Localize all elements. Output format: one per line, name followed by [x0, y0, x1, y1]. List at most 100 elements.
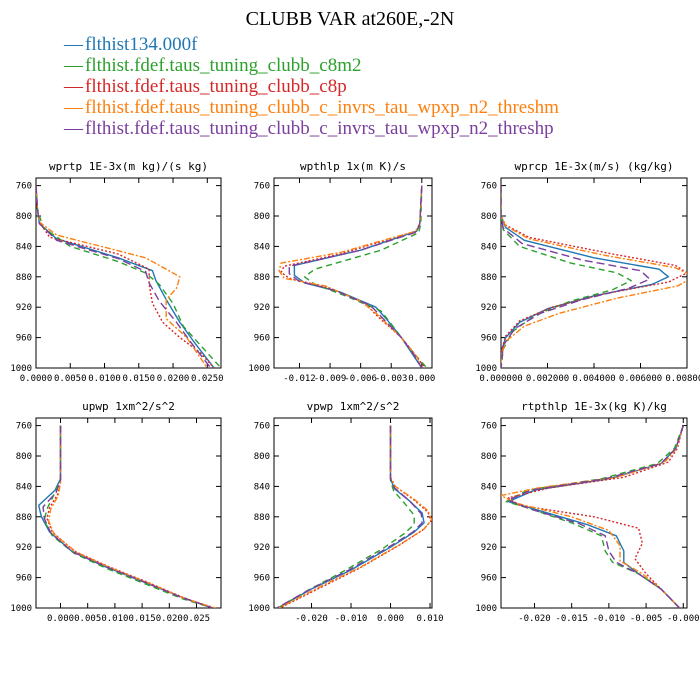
- x-tick-label: 0.010: [416, 614, 443, 624]
- subplot-4: upwp 1xm^2/s^2 760 800 840 880 920 960 1000 0.00…: [10, 400, 222, 624]
- series-line-2: [303, 185, 428, 368]
- x-tick-label: 0.004000: [572, 374, 615, 384]
- legend-label: flthist.fdef.taus_tuning_clubb_c_invrs_t…: [85, 118, 554, 139]
- x-tick-label: 0.0150: [123, 374, 156, 384]
- subplot-5: vpwp 1xm^2/s^2 760 800 840 880 920 960 1000 -0.0…: [248, 400, 443, 624]
- series-line-1: [38, 425, 214, 608]
- series-line-1: [293, 185, 423, 368]
- y-tick-label: 1000: [10, 604, 32, 614]
- legend-entry: — flthist.fdef.taus_tuning_clubb_c_invrs_…: [64, 97, 694, 118]
- y-tick-label: 880: [481, 273, 497, 283]
- legend-label: flthist134.000f: [85, 34, 198, 55]
- x-tick-label: -0.015: [555, 614, 588, 624]
- series-line-4: [36, 185, 208, 368]
- plot-frame: [35, 177, 222, 369]
- subplot-1: wprtp 1E-3x(m kg)/(s kg) 760 800 840 880 920 9…: [10, 160, 223, 384]
- y-tick-label: 960: [16, 334, 32, 344]
- series-line-4: [501, 185, 687, 368]
- y-tick-label: 760: [16, 182, 32, 192]
- x-tick-label: 0.000: [47, 614, 74, 624]
- y-tick-label: 1000: [248, 364, 270, 374]
- y-tick-label: 800: [481, 452, 497, 462]
- subplot-title: vpwp 1xm^2/s^2: [307, 400, 400, 413]
- legend-label: flthist.fdef.taus_tuning_clubb_c8p: [85, 76, 347, 97]
- y-tick-label: 760: [16, 422, 32, 432]
- subplot-title: wprcp 1E-3x(m/s) (kg/kg): [515, 160, 674, 173]
- y-tick-label: 880: [16, 273, 32, 283]
- x-tick-label: -0.006: [344, 374, 377, 384]
- y-tick-label: 960: [481, 574, 497, 584]
- x-tick-label: 0.015: [129, 614, 156, 624]
- y-tick-label: 960: [16, 574, 32, 584]
- y-tick-label: 800: [16, 212, 32, 222]
- legend-label: flthist.fdef.taus_tuning_clubb_c8m2: [85, 55, 362, 76]
- y-tick-label: 840: [481, 482, 497, 492]
- series-line-3: [46, 425, 214, 608]
- y-tick-label: 800: [254, 452, 270, 462]
- x-tick-label: -0.003: [375, 374, 408, 384]
- series-line-4: [278, 425, 432, 608]
- y-tick-label: 760: [481, 182, 497, 192]
- x-tick-label: 0.0200: [157, 374, 190, 384]
- x-tick-label: 0.010: [101, 614, 128, 624]
- series-line-1: [277, 425, 425, 608]
- subplot-2: wpthlp 1x(m K)/s 760 800 840 880 920 960 1000 -0…: [248, 160, 435, 384]
- subplot-6: rtpthlp 1E-3x(kg K)/kg 760 800 840 880 920 960…: [475, 400, 699, 624]
- y-tick-label: 760: [254, 422, 270, 432]
- series-line-2: [501, 185, 632, 368]
- y-tick-label: 800: [254, 212, 270, 222]
- series-line-5: [288, 185, 423, 368]
- y-tick-label: 1000: [248, 604, 270, 614]
- series-line-5: [36, 185, 212, 368]
- series-line-1: [501, 185, 670, 368]
- subplot-title: upwp 1xm^2/s^2: [82, 400, 175, 413]
- y-tick-label: 800: [16, 452, 32, 462]
- subplot-title: rtpthlp 1E-3x(kg K)/kg: [521, 400, 667, 413]
- y-tick-label: 920: [254, 543, 270, 553]
- series-line-3: [36, 185, 215, 368]
- series-line-5: [42, 425, 214, 608]
- subplot-title: wpthlp 1x(m K)/s: [300, 160, 406, 173]
- series-line-3: [279, 425, 432, 608]
- plot-frame: [273, 417, 433, 609]
- x-tick-label: 0.005: [74, 614, 101, 624]
- y-tick-label: 920: [481, 543, 497, 553]
- x-tick-label: -0.005: [630, 614, 663, 624]
- y-tick-label: 920: [16, 543, 32, 553]
- y-tick-label: 920: [481, 303, 497, 313]
- plot-frame: [500, 417, 688, 609]
- y-tick-label: 880: [254, 273, 270, 283]
- series-line-1: [507, 425, 684, 608]
- series-line-4: [501, 425, 684, 608]
- x-tick-label: 0.008000: [665, 374, 700, 384]
- y-tick-label: 960: [481, 334, 497, 344]
- legend-entry: — flthist.fdef.taus_tuning_clubb_c_invrs_…: [64, 118, 694, 139]
- x-tick-label: 0.002000: [526, 374, 569, 384]
- x-tick-label: 0.000000: [479, 374, 522, 384]
- x-tick-label: -0.012: [283, 374, 316, 384]
- y-tick-label: 880: [254, 513, 270, 523]
- series-line-3: [507, 425, 684, 608]
- legend-entry: — flthist.fdef.taus_tuning_clubb_c8p: [64, 76, 694, 97]
- y-tick-label: 840: [16, 482, 32, 492]
- y-tick-label: 760: [254, 182, 270, 192]
- x-tick-label: -0.010: [335, 614, 368, 624]
- y-tick-label: 1000: [10, 364, 32, 374]
- series-line-4: [47, 425, 216, 608]
- x-tick-label: 0.0100: [88, 374, 121, 384]
- y-tick-label: 840: [254, 482, 270, 492]
- y-tick-label: 880: [481, 513, 497, 523]
- legend-entry: — flthist.fdef.taus_tuning_clubb_c8m2: [64, 55, 694, 76]
- y-tick-label: 1000: [475, 364, 497, 374]
- y-tick-label: 840: [481, 242, 497, 252]
- series-line-2: [277, 425, 415, 608]
- y-tick-label: 920: [254, 303, 270, 313]
- figure-title: CLUBB VAR at260E,-2N: [245, 8, 455, 30]
- subplot-title: wprtp 1E-3x(m kg)/(s kg): [49, 160, 208, 173]
- subplot-3: wprcp 1E-3x(m/s) (kg/kg) 760 800 840 880 920 9…: [475, 160, 700, 384]
- y-tick-label: 760: [481, 422, 497, 432]
- y-tick-label: 880: [16, 513, 32, 523]
- plot-frame: [273, 177, 433, 369]
- series-line-5: [507, 425, 684, 608]
